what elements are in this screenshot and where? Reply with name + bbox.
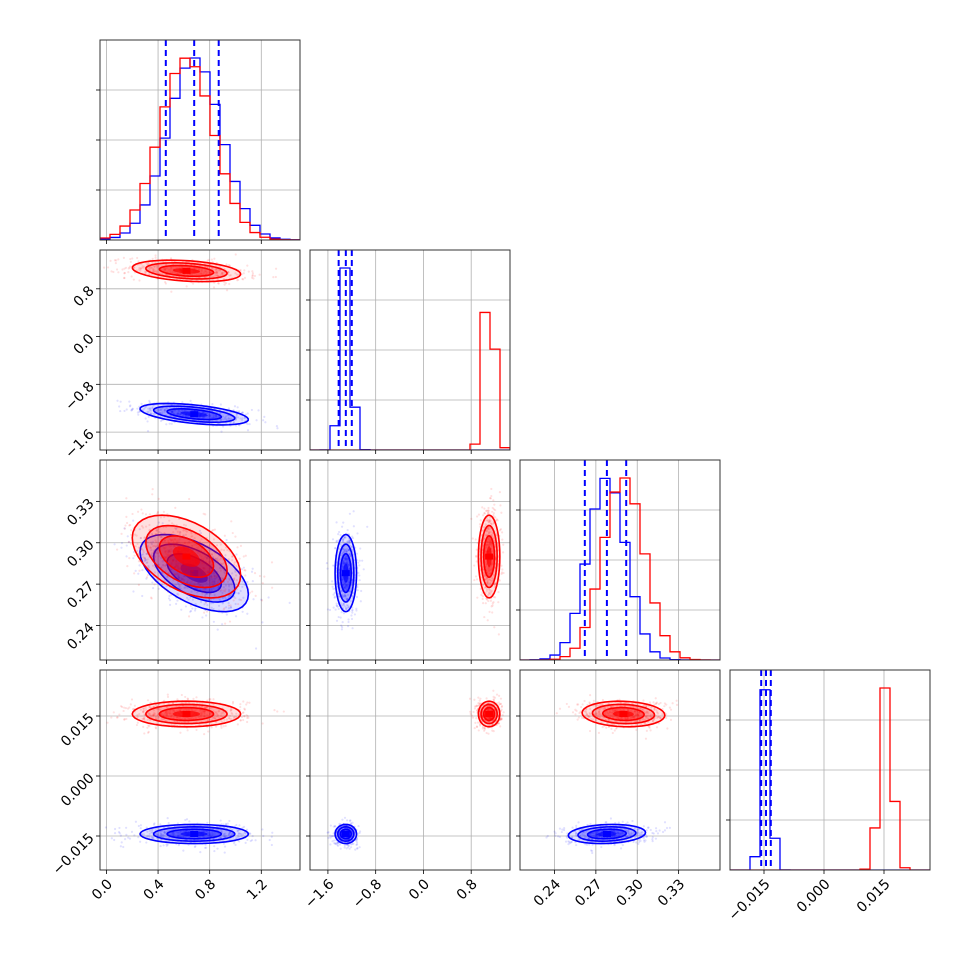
x-tick-label: 0.27 <box>572 876 605 909</box>
density-peak <box>190 570 199 577</box>
density-peak <box>190 831 199 837</box>
axes-frame <box>99 669 301 871</box>
histogram-red <box>100 57 300 240</box>
x-tick-label: 0.30 <box>613 876 646 909</box>
y-tick-label: 0.8 <box>71 283 98 310</box>
axes-frame <box>309 669 511 871</box>
grid <box>310 460 510 660</box>
panel-3-3 <box>726 669 931 874</box>
x-tick-label: 0.24 <box>531 876 564 909</box>
y-tick-label: −1.6 <box>62 426 97 461</box>
y-tick-label: −0.8 <box>62 379 97 414</box>
grid <box>100 460 300 660</box>
panel-2-1 <box>306 459 511 664</box>
x-tick-label: 1.2 <box>244 876 271 903</box>
x-tick-label: −0.8 <box>350 876 385 911</box>
y-tick-label: 0.000 <box>58 770 98 810</box>
x-tick-label: 0.4 <box>141 876 168 903</box>
panel-1-1 <box>306 249 511 454</box>
density-peak <box>619 711 628 717</box>
axes-frame <box>309 459 511 661</box>
y-tick-label: 0.30 <box>64 537 97 570</box>
panel-2-0 <box>96 459 301 664</box>
histogram-red <box>310 311 510 450</box>
density-peak <box>602 831 611 837</box>
panel-3-1 <box>306 669 511 874</box>
grid <box>730 670 930 870</box>
density-peak <box>182 553 191 560</box>
panel-3-2 <box>516 669 721 874</box>
y-tick-label: 0.33 <box>64 496 97 529</box>
grid <box>100 250 300 450</box>
y-tick-label: 0.015 <box>58 710 98 750</box>
panel-3-0 <box>96 669 301 874</box>
y-tick-label: −0.015 <box>50 830 98 878</box>
density-peak <box>485 711 494 717</box>
axes-frame <box>519 669 721 871</box>
y-tick-label: 0.0 <box>71 331 98 358</box>
grid <box>520 460 720 660</box>
axes-frame <box>99 459 301 661</box>
density-peak <box>182 267 191 274</box>
density-peak <box>182 711 191 717</box>
density-peak <box>190 411 199 418</box>
histogram-blue <box>310 267 510 450</box>
histogram-red <box>520 477 720 660</box>
x-tick-label: −0.015 <box>726 876 774 924</box>
grid <box>310 250 510 450</box>
density-peak <box>485 553 494 560</box>
axes-frame <box>99 249 301 451</box>
histogram-blue <box>730 689 930 870</box>
histogram-blue <box>520 477 720 660</box>
x-tick-label: 0.0 <box>406 876 433 903</box>
density-peak <box>341 831 350 837</box>
y-tick-label: 0.27 <box>64 578 97 611</box>
x-tick-label: 0.8 <box>192 876 219 903</box>
x-tick-label: 0.0 <box>89 876 116 903</box>
panel-1-0 <box>96 249 301 454</box>
x-tick-label: −1.6 <box>302 876 337 911</box>
x-tick-label: 0.000 <box>794 876 834 916</box>
density-peak <box>341 570 350 577</box>
x-tick-label: 0.8 <box>454 876 481 903</box>
x-tick-label: 0.015 <box>854 876 894 916</box>
panel-2-2 <box>516 459 721 664</box>
y-tick-label: 0.24 <box>64 620 97 653</box>
x-tick-label: 0.33 <box>655 876 688 909</box>
panel-0-0 <box>96 39 301 244</box>
